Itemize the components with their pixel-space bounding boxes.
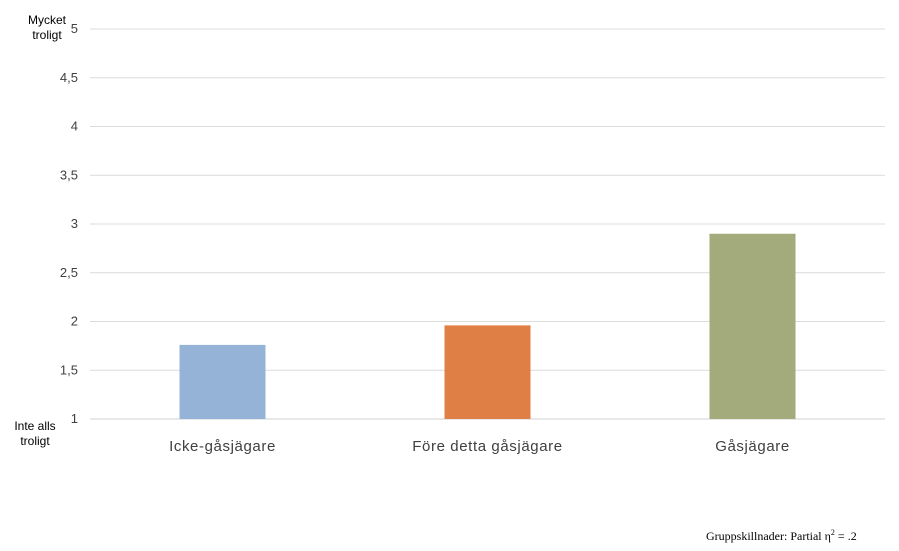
bar — [709, 233, 796, 419]
footnote-tail: = .2 — [834, 529, 857, 543]
x-axis-labels: Icke-gåsjägare Före detta gåsjägare Gåsjäg… — [169, 438, 790, 455]
y-top-label-line-2: troligt — [32, 28, 62, 42]
y-top-anchor-label: Mycket troligt — [26, 13, 68, 43]
x-tick-label: Icke-gåsjägare — [169, 438, 276, 455]
y-tick-label: 2,5 — [60, 265, 78, 280]
y-tick-label: 1,5 — [60, 362, 78, 377]
footnote: Gruppskillnader: Partial η2 = .2 — [706, 528, 857, 544]
y-tick-label: 3 — [71, 216, 78, 231]
y-tick-label: 4,5 — [60, 70, 78, 85]
y-top-label-line-1: Mycket — [27, 13, 66, 27]
footnote-text: Gruppskillnader: Partial η — [706, 529, 831, 543]
y-bottom-label-line-1: Inte alls — [14, 419, 56, 433]
bar — [179, 344, 266, 419]
y-tick-label: 2 — [71, 314, 78, 329]
y-bottom-label-line-2: troligt — [20, 434, 50, 448]
y-tick-label: 1 — [71, 411, 78, 426]
y-axis-ticks: 1 1,5 2 2,5 3 3,5 4 4,5 5 — [60, 21, 78, 426]
bar — [444, 325, 531, 419]
y-bottom-anchor-label: Inte alls troligt — [5, 419, 65, 449]
y-tick-label: 5 — [71, 21, 78, 36]
bars — [179, 233, 796, 419]
y-tick-label: 3,5 — [60, 167, 78, 182]
x-tick-label: Före detta gåsjägare — [412, 438, 562, 455]
footnote-superscript: 2 — [830, 528, 835, 537]
y-tick-label: 4 — [71, 119, 78, 134]
x-tick-label: Gåsjägare — [715, 438, 790, 455]
